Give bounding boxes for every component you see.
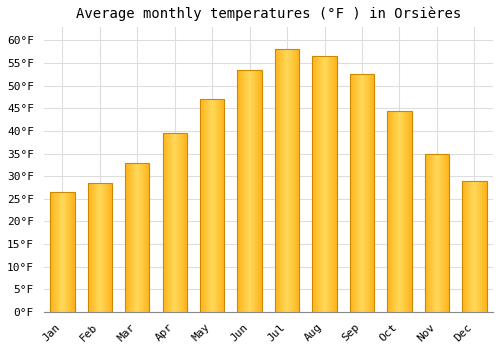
Bar — [424, 154, 449, 312]
Bar — [50, 192, 74, 312]
Bar — [462, 181, 486, 312]
Bar — [312, 56, 336, 312]
Bar — [238, 70, 262, 312]
Bar — [162, 133, 187, 312]
Bar — [388, 111, 411, 312]
Bar — [200, 99, 224, 312]
Bar — [125, 162, 150, 312]
Bar — [88, 183, 112, 312]
Title: Average monthly temperatures (°F ) in Orsières: Average monthly temperatures (°F ) in Or… — [76, 7, 461, 21]
Bar — [350, 74, 374, 312]
Bar — [275, 49, 299, 312]
